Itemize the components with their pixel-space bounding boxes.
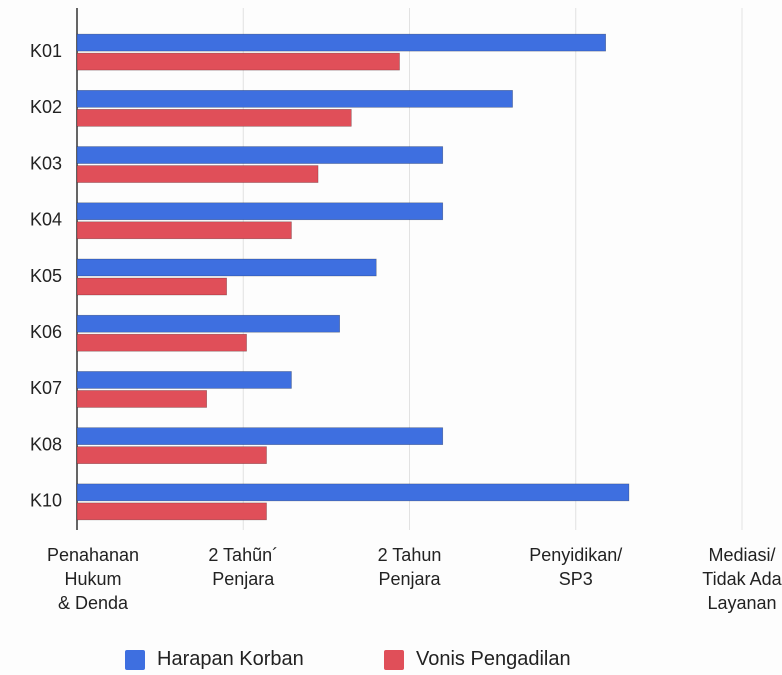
y-tick-label: K02 xyxy=(30,97,62,117)
x-tick-label: Mediasi/ Tidak Ada Layanan xyxy=(702,545,782,613)
bar xyxy=(76,221,292,240)
y-tick-label: K07 xyxy=(30,378,62,398)
bar xyxy=(76,446,267,464)
legend-swatch xyxy=(125,649,145,670)
y-tick-label: K05 xyxy=(30,266,62,286)
bar xyxy=(76,90,513,108)
bar xyxy=(76,109,352,127)
x-tick-label: Penahanan Hukum & Denda xyxy=(46,545,140,613)
bar xyxy=(76,277,227,296)
bar xyxy=(76,502,267,521)
y-tick-label: K08 xyxy=(30,434,62,454)
bar xyxy=(76,33,606,52)
bar xyxy=(76,483,630,502)
legend-label: Vonis Pengadilan xyxy=(416,648,571,670)
bar xyxy=(76,314,340,333)
x-tick-label: Penyidikan/ SP3 xyxy=(529,545,623,589)
y-tick-label: K03 xyxy=(30,153,62,173)
legend-swatch xyxy=(384,649,404,670)
bar xyxy=(76,427,444,445)
bar xyxy=(76,146,444,164)
bar xyxy=(76,390,207,408)
legend-item: Vonis Pengadilan xyxy=(384,648,571,671)
x-tick-label: 2 Tahũn´ Penjara xyxy=(208,545,279,589)
y-tick-label: K06 xyxy=(30,322,62,342)
legend-label: Harapan Korban xyxy=(157,648,304,670)
bar xyxy=(76,333,247,352)
y-tick-label: K10 xyxy=(30,491,62,511)
bar xyxy=(76,52,400,71)
legend-item: Harapan Korban xyxy=(125,648,304,671)
y-tick-label: K01 xyxy=(30,41,62,61)
bar xyxy=(76,165,319,183)
bar xyxy=(76,258,377,277)
bar xyxy=(76,202,444,221)
x-tick-label: 2 Tahun Penjara xyxy=(377,545,442,589)
y-tick-label: K04 xyxy=(30,210,62,230)
bar xyxy=(76,371,292,389)
